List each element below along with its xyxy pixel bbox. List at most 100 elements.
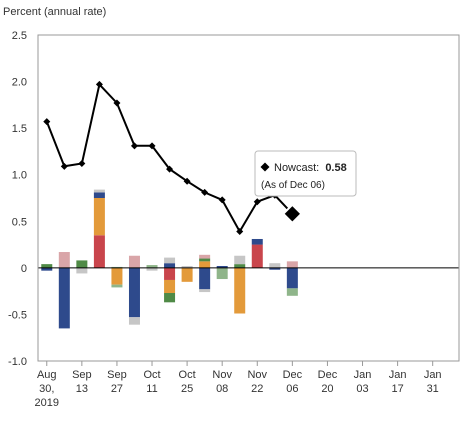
bar-segment (181, 265, 193, 268)
x-tick-label: 17 (391, 383, 403, 395)
bar-segment (216, 267, 228, 280)
bar-segment (234, 264, 246, 268)
bar-segment (164, 293, 176, 303)
bar-segment (93, 198, 105, 236)
x-tick-label: 27 (111, 383, 123, 395)
y-tick-label: 1.0 (12, 170, 27, 182)
bar-segment (93, 192, 105, 198)
bar-segment (286, 267, 298, 289)
bar-segment (111, 267, 123, 285)
x-tick-label: Dec (283, 369, 303, 381)
bar-segment (269, 263, 281, 268)
tooltip-value: 0.58 (325, 162, 346, 174)
tooltip-label: Nowcast: (274, 162, 319, 174)
x-axis-ticks (46, 361, 434, 366)
bar-segment (146, 267, 158, 271)
line-point (183, 177, 191, 185)
bar-segment (251, 238, 263, 245)
bar-segment (164, 279, 176, 294)
bar-segment (58, 267, 70, 329)
bar-segment (93, 235, 105, 268)
bar-segment (199, 261, 211, 268)
x-tick-label: Aug (37, 369, 57, 381)
y-axis-title: Percent (annual rate) (3, 6, 106, 18)
line-point (60, 162, 68, 170)
bar-segment (251, 244, 263, 268)
x-tick-label: 31 (427, 383, 439, 395)
line-point (43, 118, 51, 126)
x-tick-label: 20 (321, 383, 333, 395)
bar-segment (286, 288, 298, 296)
y-tick-label: 0 (21, 263, 27, 275)
x-tick-label: 11 (146, 383, 157, 395)
x-tick-label: Sep (107, 369, 127, 381)
tooltip-as-of: (As of Dec 06) (261, 180, 325, 191)
bar-segment (128, 267, 140, 318)
x-tick-label: 13 (76, 383, 88, 395)
y-tick-label: 2.0 (12, 77, 27, 89)
bar-segment (41, 267, 53, 271)
bar-segment (164, 263, 176, 268)
line-point (201, 188, 209, 196)
bar-segment (164, 257, 176, 264)
y-axis-tick-labels: 2.5 2.0 1.5 1.0 0.5 0 -0.5 -1.0 (8, 30, 27, 368)
bar-segment (93, 189, 105, 193)
nowcast-tooltip: Nowcast: 0.58 (As of Dec 06) (254, 150, 357, 197)
bar-segment (76, 267, 88, 274)
bar-segment (286, 261, 298, 268)
y-tick-label: 0.5 (12, 216, 27, 228)
bar-segment (76, 260, 88, 268)
x-axis-tick-labels: Aug 30, 2019 Sep 13 Sep 27 Oct 11 Oct 25 Nov 08 Nov 22… (35, 369, 442, 409)
y-tick-label: -0.5 (8, 309, 27, 321)
bar-segment (128, 255, 140, 268)
tooltip-title: Nowcast: 0.58 (274, 162, 347, 174)
y-tick-label: 1.5 (12, 123, 27, 135)
x-tick-label: 08 (216, 383, 228, 395)
x-tick-label: 22 (251, 383, 263, 395)
tooltip-box (254, 150, 357, 197)
x-tick-label: Jan (354, 369, 372, 381)
x-tick-label: Oct (179, 369, 196, 381)
x-tick-label: Jan (424, 369, 442, 381)
line-point (166, 165, 174, 173)
line-point (253, 198, 261, 206)
x-tick-label: 2019 (35, 397, 59, 409)
line-point (236, 228, 244, 236)
x-tick-label: 30, (39, 383, 54, 395)
x-tick-label: Sep (72, 369, 92, 381)
y-tick-label: -1.0 (8, 356, 27, 368)
x-tick-label: 03 (356, 383, 368, 395)
bar-segment (128, 317, 140, 325)
bar-segment (234, 255, 246, 265)
bar-segment (199, 267, 211, 290)
bar-segment (199, 258, 211, 262)
line-point (218, 196, 226, 204)
x-tick-label: 25 (181, 383, 193, 395)
x-tick-label: Jan (389, 369, 407, 381)
tooltip-diamond-icon (260, 162, 270, 172)
bar-segment (164, 267, 176, 280)
bar-segment (146, 265, 158, 268)
plot-frame (37, 34, 460, 362)
nowcast-marker (281, 203, 303, 225)
x-tick-label: Nov (247, 369, 267, 381)
x-tick-label: Nov (212, 369, 232, 381)
line-point (95, 80, 103, 88)
contribution-bars (41, 189, 298, 329)
line-point (130, 142, 138, 150)
bar-segment (58, 252, 70, 268)
bar-segment (234, 267, 246, 314)
line-point (148, 142, 156, 150)
bar-segment (216, 265, 228, 268)
y-tick-label: 2.5 (12, 30, 27, 42)
x-tick-label: Dec (318, 369, 338, 381)
bar-segment (111, 284, 123, 288)
line-point (113, 99, 121, 107)
bar-segment (269, 267, 281, 270)
line-point (78, 160, 86, 168)
bar-segment (41, 264, 53, 268)
x-tick-label: 06 (286, 383, 298, 395)
bar-segment (181, 267, 193, 282)
x-tick-label: Oct (143, 369, 160, 381)
